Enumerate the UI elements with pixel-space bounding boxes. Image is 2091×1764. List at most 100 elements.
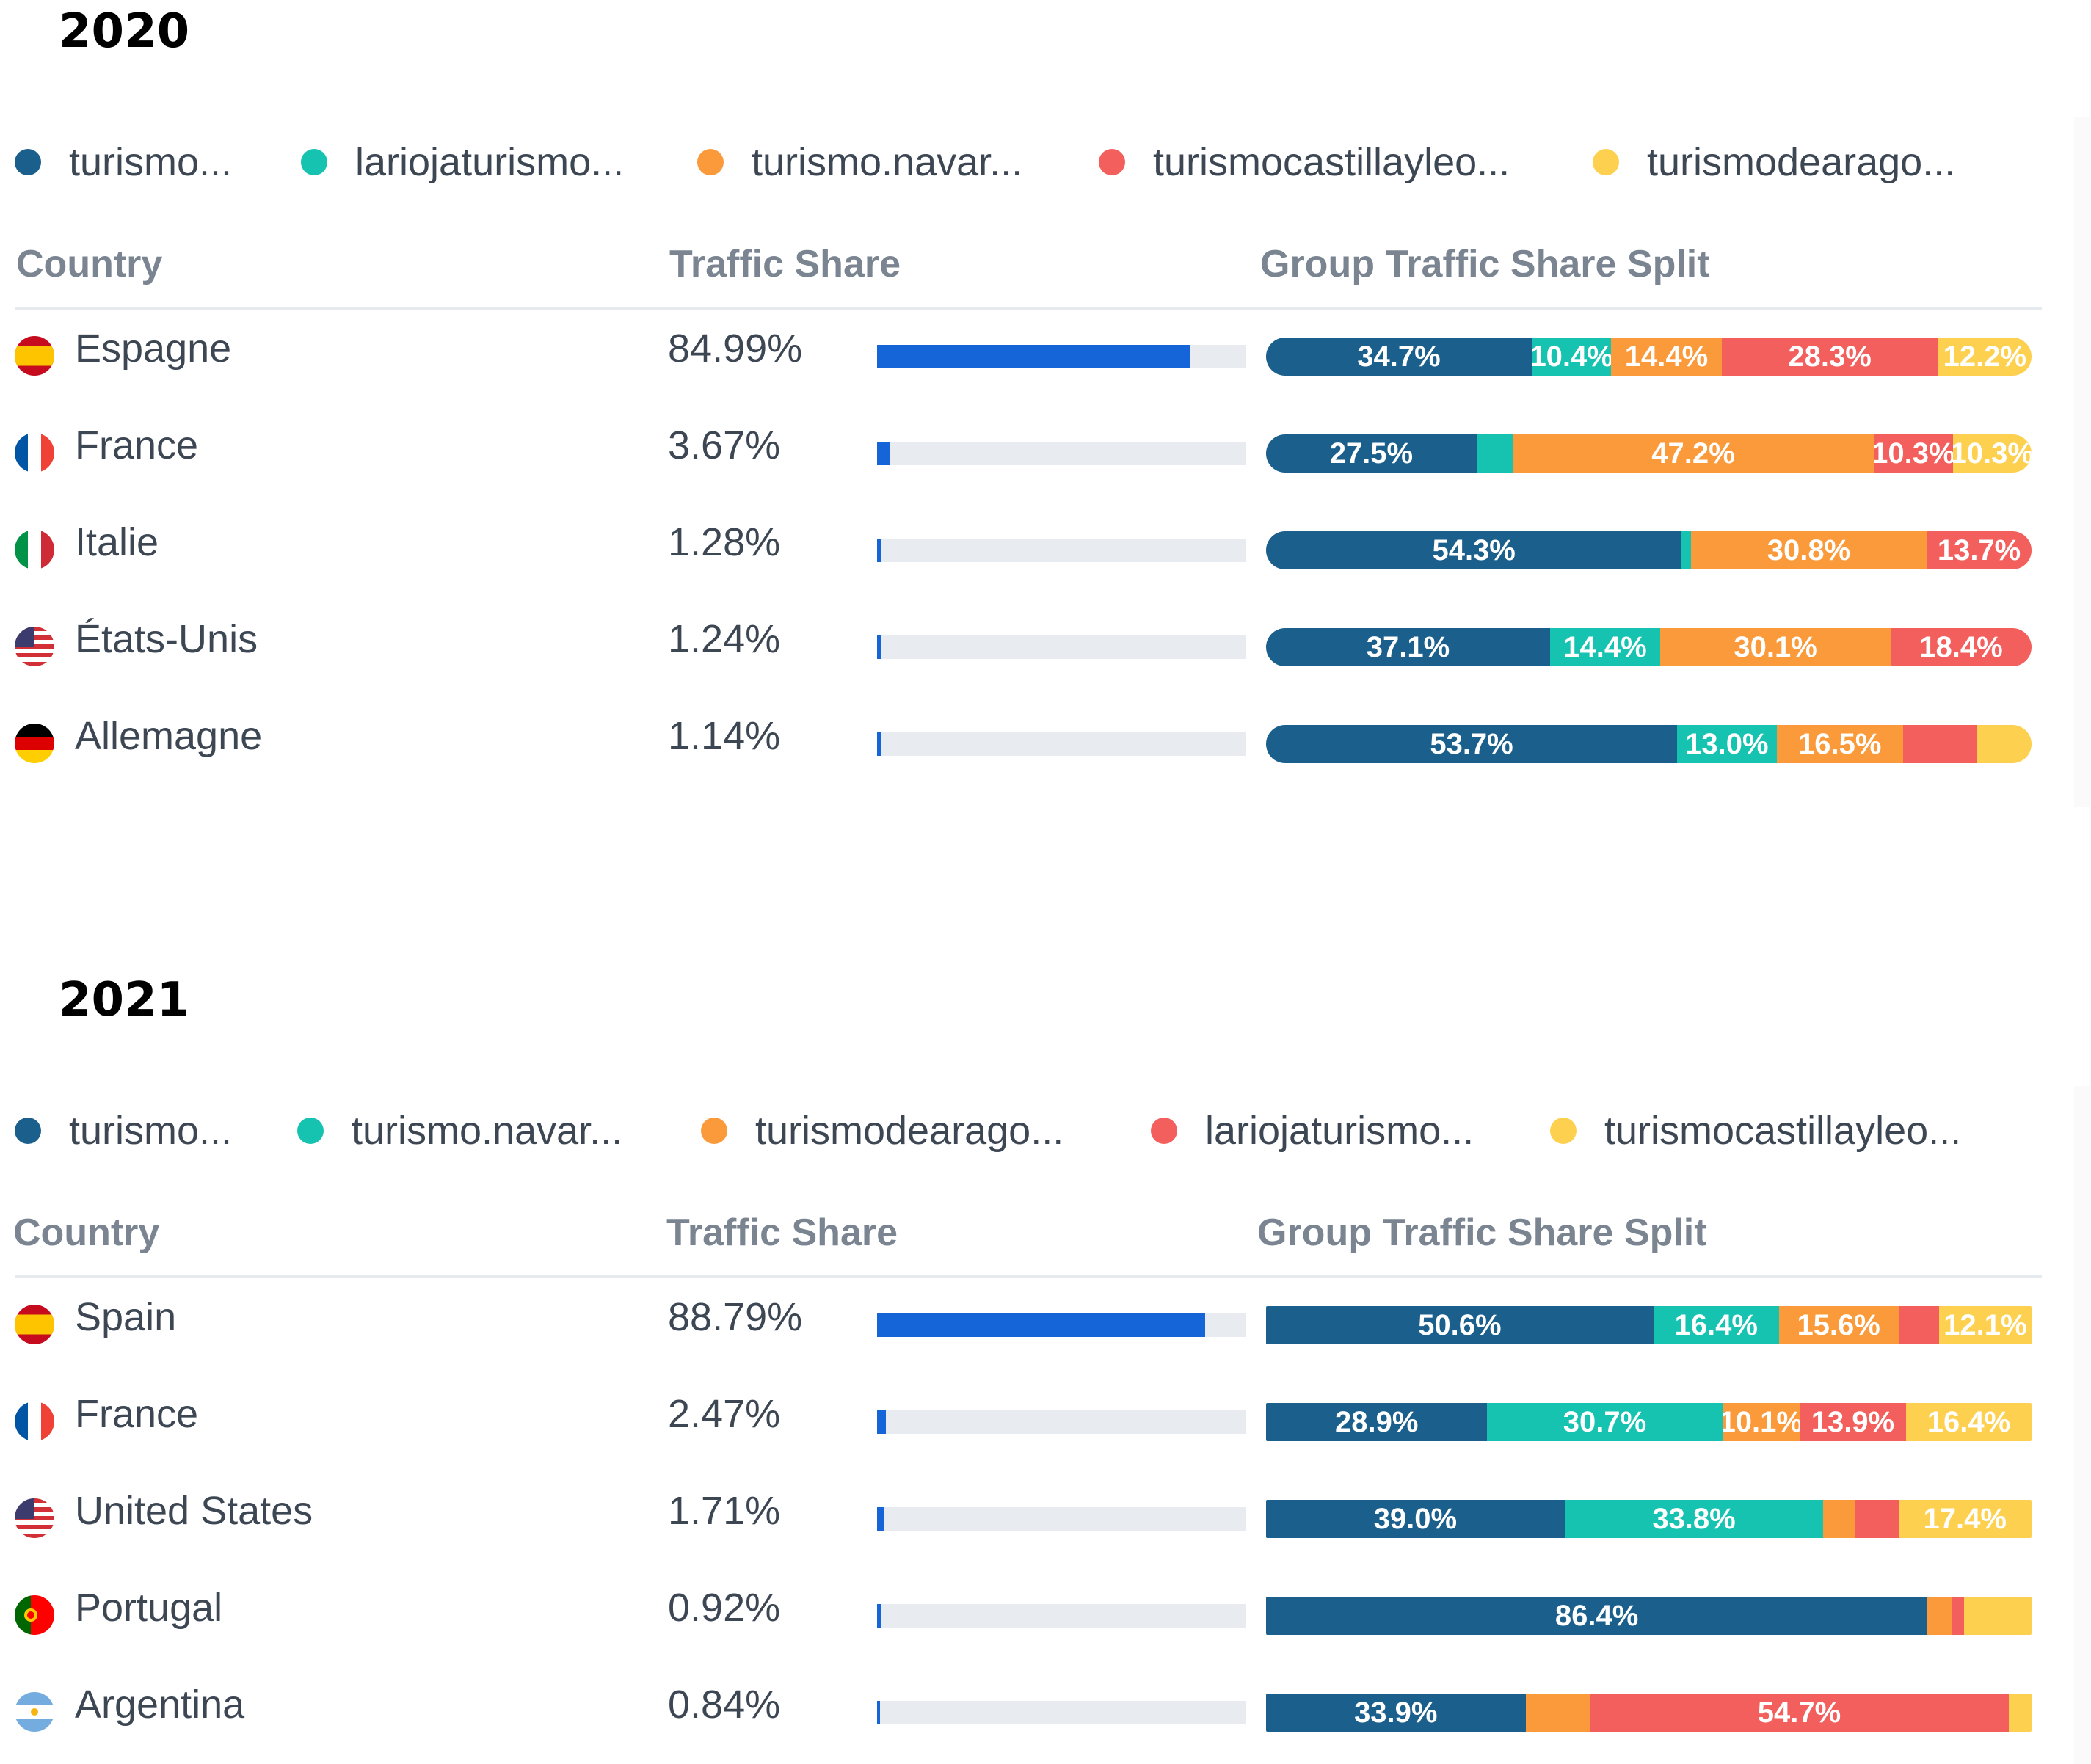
table-row[interactable]: France 2.47% 28.9% 30.7% 10.1% 13.9% 16.4%	[0, 1382, 2074, 1456]
header-country[interactable]: Country	[16, 243, 163, 285]
flag-france-icon	[15, 1402, 54, 1441]
group-split-bar[interactable]: 50.6% 16.4% 15.6% 12.1%	[1266, 1306, 2032, 1344]
legend-item[interactable]: turismo.navar...	[297, 1108, 622, 1153]
split-segment[interactable]: 86.4%	[1266, 1597, 1928, 1635]
split-segment[interactable]: 30.7%	[1487, 1403, 1723, 1441]
split-segment[interactable]: 17.4%	[1898, 1500, 2032, 1538]
legend-item[interactable]: lariojaturismo...	[1151, 1108, 1474, 1153]
split-segment[interactable]: 10.1%	[1722, 1403, 1800, 1441]
group-split-bar[interactable]: 54.3% 30.8% 13.7%	[1266, 531, 2032, 569]
split-segment[interactable]: 54.3%	[1266, 531, 1682, 569]
split-segment[interactable]	[1952, 1597, 1965, 1635]
split-segment[interactable]	[1855, 1500, 1899, 1538]
flag-italy-icon	[15, 530, 54, 569]
table-row[interactable]: Italie 1.28% 54.3% 30.8% 13.7%	[0, 511, 2074, 584]
group-split-bar[interactable]: 27.5% 47.2% 10.3% 10.3%	[1266, 434, 2032, 473]
split-segment[interactable]: 39.0%	[1266, 1500, 1565, 1538]
split-segment[interactable]: 28.3%	[1721, 338, 1938, 376]
flag-usa-icon	[15, 627, 54, 666]
table-row[interactable]: Portugal 0.92% 86.4%	[0, 1576, 2074, 1650]
traffic-share-value: 84.99%	[668, 327, 803, 371]
split-segment[interactable]: 53.7%	[1266, 725, 1678, 763]
group-split-bar[interactable]: 37.1% 14.4% 30.1% 18.4%	[1266, 628, 2032, 666]
traffic-share-value: 2.47%	[668, 1392, 781, 1436]
header-traffic-share[interactable]: Traffic Share	[669, 243, 901, 285]
split-segment[interactable]	[1964, 1597, 2032, 1635]
year-title: 2021	[59, 973, 190, 1027]
split-segment[interactable]: 30.1%	[1660, 628, 1891, 666]
split-segment[interactable]	[1823, 1500, 1856, 1538]
split-segment[interactable]: 16.4%	[1905, 1403, 2032, 1441]
header-country[interactable]: Country	[13, 1211, 160, 1254]
split-segment[interactable]: 16.4%	[1653, 1306, 1779, 1344]
table-row[interactable]: Spain 88.79% 50.6% 16.4% 15.6% 12.1%	[0, 1286, 2074, 1359]
split-segment[interactable]: 12.2%	[1938, 338, 2032, 376]
legend-item[interactable]: lariojaturismo...	[301, 139, 624, 185]
split-segment[interactable]: 54.7%	[1590, 1694, 2009, 1732]
country-name: France	[75, 423, 199, 467]
table-row[interactable]: États-Unis 1.24% 37.1% 14.4% 30.1% 18.4%	[0, 608, 2074, 681]
split-segment[interactable]: 28.9%	[1266, 1403, 1488, 1441]
split-segment[interactable]: 14.4%	[1611, 338, 1722, 376]
split-segment[interactable]: 13.7%	[1927, 531, 2032, 569]
split-segment[interactable]: 13.0%	[1677, 725, 1777, 763]
split-segment[interactable]	[1898, 1306, 1939, 1344]
legend-dot-icon	[301, 149, 327, 175]
split-segment[interactable]: 27.5%	[1266, 434, 1477, 473]
legend-label: turismodearago...	[1647, 140, 1956, 184]
table-row[interactable]: Allemagne 1.14% 53.7% 13.0% 16.5%	[0, 704, 2074, 778]
header-group-split[interactable]: Group Traffic Share Split	[1260, 243, 1710, 285]
split-segment[interactable]: 14.4%	[1549, 628, 1661, 666]
traffic-share-bar	[877, 539, 1246, 562]
split-segment[interactable]: 18.4%	[1891, 628, 2032, 666]
split-segment[interactable]	[1927, 1597, 1952, 1635]
country-name: United States	[75, 1489, 313, 1533]
legend-dot-icon	[697, 149, 724, 175]
legend-label: turismodearago...	[755, 1109, 1064, 1153]
traffic-share-bar	[877, 1313, 1246, 1337]
legend-dot-icon	[1593, 149, 1619, 175]
traffic-share-fill	[877, 1604, 881, 1628]
split-segment[interactable]: 33.8%	[1564, 1500, 1824, 1538]
split-segment[interactable]: 12.1%	[1938, 1306, 2032, 1344]
split-segment[interactable]: 37.1%	[1266, 628, 1550, 666]
split-segment[interactable]	[1476, 434, 1513, 473]
split-segment[interactable]	[1681, 531, 1691, 569]
group-split-bar[interactable]: 34.7% 10.4% 14.4% 28.3% 12.2%	[1266, 338, 2032, 376]
group-split-bar[interactable]: 28.9% 30.7% 10.1% 13.9% 16.4%	[1266, 1403, 2032, 1441]
split-segment[interactable]: 50.6%	[1266, 1306, 1654, 1344]
split-segment[interactable]: 10.3%	[1874, 434, 1953, 473]
legend-item[interactable]: turismo...	[15, 1108, 232, 1153]
legend-item[interactable]: turismo.navar...	[697, 139, 1022, 185]
split-segment[interactable]: 16.5%	[1776, 725, 1903, 763]
group-split-bar[interactable]: 33.9% 54.7%	[1266, 1694, 2032, 1732]
group-split-bar[interactable]: 86.4%	[1266, 1597, 2032, 1635]
split-segment[interactable]: 13.9%	[1799, 1403, 1906, 1441]
header-traffic-share[interactable]: Traffic Share	[666, 1211, 898, 1254]
split-segment[interactable]: 10.3%	[1952, 434, 2032, 473]
split-segment[interactable]	[1902, 725, 1977, 763]
group-split-bar[interactable]: 53.7% 13.0% 16.5%	[1266, 725, 2032, 763]
split-segment[interactable]: 34.7%	[1266, 338, 1532, 376]
split-segment[interactable]: 15.6%	[1778, 1306, 1899, 1344]
legend-item[interactable]: turismocastillayleo...	[1550, 1108, 1961, 1153]
table-row[interactable]: Espagne 84.99% 34.7% 10.4% 14.4% 28.3% 12.2%	[0, 317, 2074, 390]
split-segment[interactable]: 10.4%	[1531, 338, 1612, 376]
legend-item[interactable]: turismocastillayleo...	[1099, 139, 1510, 185]
table-row[interactable]: United States 1.71% 39.0% 33.8% 17.4%	[0, 1479, 2074, 1553]
traffic-share-fill	[877, 539, 881, 562]
split-segment[interactable]	[1976, 725, 2032, 763]
legend-item[interactable]: turismodearago...	[701, 1108, 1063, 1153]
table-row[interactable]: Argentina 0.84% 33.9% 54.7%	[0, 1673, 2074, 1746]
split-segment[interactable]: 33.9%	[1266, 1694, 1526, 1732]
split-segment[interactable]: 47.2%	[1512, 434, 1874, 473]
legend-item[interactable]: turismo...	[15, 139, 232, 185]
legend-item[interactable]: turismodearago...	[1593, 139, 1955, 185]
group-split-bar[interactable]: 39.0% 33.8% 17.4%	[1266, 1500, 2032, 1538]
traffic-share-fill	[877, 1507, 884, 1531]
split-segment[interactable]: 30.8%	[1690, 531, 1927, 569]
header-group-split[interactable]: Group Traffic Share Split	[1257, 1211, 1707, 1254]
split-segment[interactable]	[1525, 1694, 1590, 1732]
table-row[interactable]: France 3.67% 27.5% 47.2% 10.3% 10.3%	[0, 414, 2074, 487]
split-segment[interactable]	[2008, 1694, 2032, 1732]
